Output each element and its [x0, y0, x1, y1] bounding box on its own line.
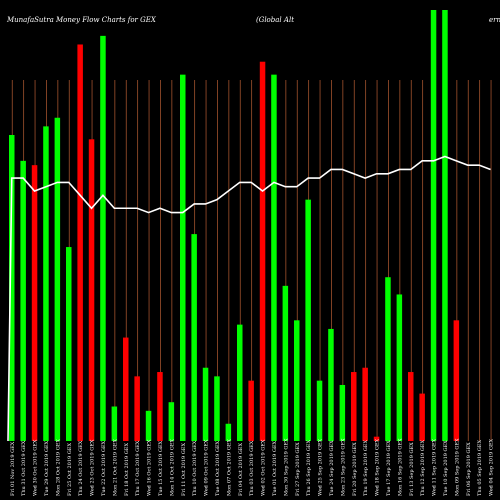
money-flow-bar — [31, 165, 38, 441]
bar-layer — [9, 10, 460, 442]
x-tick-label: Mon 30 Sep 2019 GEX — [283, 438, 289, 496]
money-flow-bar — [271, 74, 277, 442]
money-flow-bar — [453, 320, 460, 441]
x-tick-label: Wed 04 Sep 2019 GEX — [489, 438, 495, 496]
money-flow-bar — [339, 384, 346, 441]
x-tick-label: Fri 25 Oct 2019 GEX — [67, 443, 73, 496]
x-tick-label: Thu 26 Sep 2019 GEX — [306, 440, 312, 496]
x-tick-label: Fri 11 Oct 2019 GEX — [181, 443, 187, 496]
money-flow-bar — [43, 126, 49, 442]
money-flow-bar — [168, 402, 175, 441]
x-tick-label: Fri 04 Oct 2019 GEX — [238, 443, 244, 496]
x-tick-label: Wed 11 Sep 2019 GEX — [432, 438, 438, 496]
money-flow-bar — [66, 247, 72, 441]
x-tick-label: Tue 01 Oct 2019 GEX — [272, 440, 278, 496]
money-flow-bar — [111, 406, 118, 441]
money-flow-bar — [396, 294, 403, 441]
money-flow-bar — [20, 160, 26, 441]
x-tick-label: Wed 16 Oct 2019 GEX — [147, 439, 153, 496]
x-tick-label: Thu 05 Sep 2019 GEX — [477, 440, 483, 496]
money-flow-bar — [419, 393, 425, 441]
x-tick-label: Thu 24 Oct 2019 GEX — [78, 440, 84, 496]
x-tick-labels: Fri 01 Nov 2019 GEX Thu 31 Oct 2019 GEX We… — [10, 438, 500, 496]
money-flow-bar — [294, 320, 300, 441]
money-flow-bar — [157, 372, 163, 441]
money-flow-bar — [408, 372, 414, 441]
money-flow-bar — [328, 328, 334, 441]
money-flow-bar — [88, 139, 95, 442]
x-tick-label: Wed 18 Sep 2019 GEX — [375, 438, 381, 496]
x-tick-label: Mon 28 Oct 2019 GEX — [55, 439, 61, 496]
money-flow-bar — [180, 74, 186, 442]
money-flow-bar — [202, 367, 209, 441]
x-tick-label: Fri 20 Sep 2019 GEX — [352, 442, 358, 496]
line-layer — [7, 155, 491, 442]
money-flow-bar — [248, 380, 254, 441]
money-flow-line — [7, 155, 491, 442]
x-tick-label: Fri 18 Oct 2019 GEX — [124, 443, 130, 496]
x-tick-label: Mon 09 Sep 2019 GEX — [454, 438, 460, 496]
x-tick-label: Mon 14 Oct 2019 GEX — [169, 439, 175, 496]
x-tick-label: Mon 21 Oct 2019 GEX — [112, 439, 118, 496]
x-tick-label: Mon 23 Sep 2019 GEX — [340, 438, 346, 496]
money-flow-bar — [305, 199, 311, 441]
x-tick-label: Wed 23 Oct 2019 GEX — [90, 439, 96, 496]
money-flow-bar — [373, 436, 380, 441]
x-tick-label: Fri 13 Sep 2019 GEX — [409, 442, 415, 496]
money-flow-bar — [316, 380, 323, 441]
x-tick-label: Mon 16 Sep 2019 GEX — [397, 438, 403, 496]
x-tick-label: Tue 17 Sep 2019 GEX — [386, 440, 392, 496]
money-flow-bar — [385, 277, 391, 441]
x-tick-label: Wed 30 Oct 2019 GEX — [33, 439, 39, 496]
money-flow-bar — [77, 44, 83, 441]
money-flow-bar — [430, 10, 437, 441]
money-flow-bar — [100, 35, 106, 442]
x-tick-label: Thu 31 Oct 2019 GEX — [21, 440, 27, 496]
chart-title-company: (Global Alt — [256, 16, 294, 24]
x-tick-label: Fri 01 Nov 2019 GEX — [10, 441, 16, 496]
money-flow-bar — [362, 367, 368, 441]
chart-title: MunafaSutra Money Flow Charts for GEX — [6, 16, 157, 24]
x-tick-label: Tue 08 Oct 2019 GEX — [215, 440, 221, 496]
money-flow-bar — [442, 10, 448, 441]
x-tick-label: Thu 10 Oct 2019 GEX — [192, 440, 198, 496]
money-flow-bar — [214, 376, 220, 441]
x-tick-label: Thu 12 Sep 2019 GEX — [420, 440, 426, 496]
x-tick-label: Tue 24 Sep 2019 GEX — [329, 440, 335, 496]
x-tick-label: Thu 19 Sep 2019 GEX — [363, 440, 369, 496]
x-tick-label: Tue 10 Sep 2019 GEX — [443, 440, 449, 496]
x-tick-label: Tue 15 Oct 2019 GEX — [158, 440, 164, 496]
money-flow-bar — [54, 117, 61, 441]
x-tick-label: Mon 07 Oct 2019 GEX — [226, 439, 232, 496]
money-flow-bar — [134, 376, 140, 441]
x-tick-label: Fri 27 Sep 2019 GEX — [295, 442, 301, 496]
x-tick-label: Wed 02 Oct 2019 GEX — [261, 439, 267, 496]
money-flow-bar — [123, 337, 129, 441]
chart-title-company-tail: ern — [489, 16, 500, 24]
money-flow-bar — [191, 234, 197, 441]
money-flow-bar — [259, 61, 266, 441]
money-flow-bar — [351, 372, 357, 441]
money-flow-bar — [237, 324, 243, 441]
x-tick-label: Fri 06 Sep 2019 GEX — [466, 442, 472, 496]
x-tick-label: Wed 25 Sep 2019 GEX — [318, 438, 324, 496]
money-flow-bar — [282, 285, 289, 441]
x-tick-label: Wed 09 Oct 2019 GEX — [204, 439, 210, 496]
money-flow-bar — [9, 134, 15, 442]
x-tick-label: Thu 03 Oct 2019 GEX — [249, 440, 255, 496]
x-tick-label: Tue 29 Oct 2019 GEX — [44, 440, 50, 496]
money-flow-bar — [225, 423, 232, 441]
x-tick-label: Tue 22 Oct 2019 GEX — [101, 440, 107, 496]
money-flow-bar — [145, 410, 152, 441]
x-tick-label: Thu 17 Oct 2019 GEX — [135, 440, 141, 496]
